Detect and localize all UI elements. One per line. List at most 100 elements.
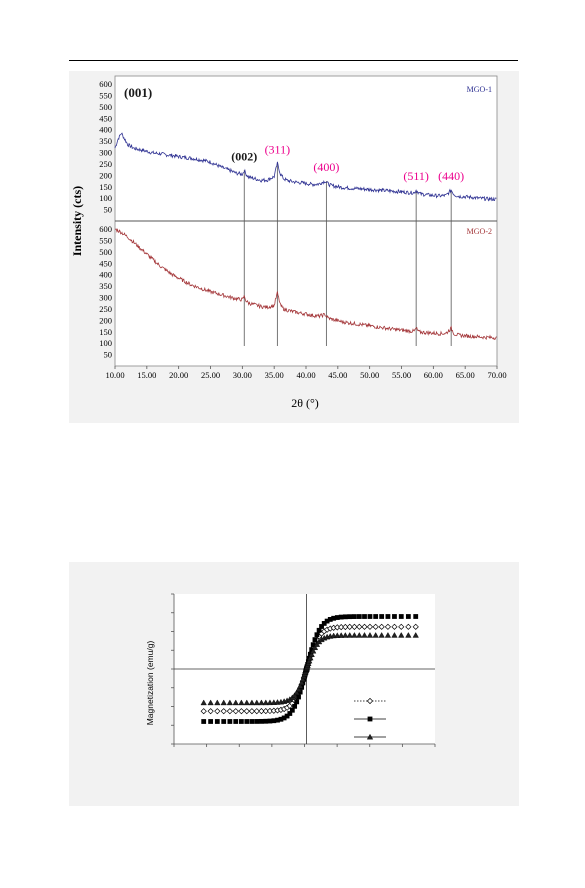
triangle-series-point (243, 699, 250, 706)
mgo-2-y-tick-label: 50 (104, 350, 113, 360)
square-series-point (319, 624, 324, 629)
square-series-point (259, 718, 264, 724)
square-series-point (267, 718, 273, 724)
mgo-2-y-tick-label: 100 (99, 338, 112, 348)
diamond-series-point (207, 708, 214, 715)
x-axis-label: 2θ (°) (291, 396, 319, 410)
square-series-point (379, 614, 385, 619)
magnetization-y-axis-label: Magnetization (emu/g) (145, 641, 155, 726)
reflection-label: (002) (231, 149, 257, 163)
mgo-1-y-tick-label: 450 (99, 113, 112, 123)
diamond-series-point (232, 708, 239, 715)
x-tick-label: 60.00 (424, 370, 443, 380)
mgo-1-y-tick-label: 300 (99, 148, 112, 158)
diamond-series-point (366, 623, 374, 630)
triangle-series-point (226, 699, 234, 706)
diamond-series-point (378, 623, 385, 630)
square-series-point (221, 719, 227, 724)
square-series-point (334, 615, 340, 620)
diamond-series-point (226, 708, 233, 715)
triangle-series-point (266, 699, 274, 706)
square-series-point (214, 719, 220, 724)
square-series-point (227, 719, 233, 724)
triangle-series-point (207, 699, 214, 706)
square-series-point (278, 716, 284, 722)
diamond-series-point (258, 708, 265, 715)
triangle-series-point (232, 699, 239, 706)
diamond-series-point (346, 623, 353, 630)
diamond-series-point (361, 623, 368, 630)
x-tick-label: 55.00 (392, 370, 411, 380)
diamond-series-point (200, 708, 207, 715)
square-series-point (392, 614, 397, 619)
square-series-point (296, 694, 301, 700)
magnetization-chart: Magnetization (emu/g) (145, 593, 436, 747)
mgo-1-y-tick-label: 100 (99, 193, 112, 203)
x-tick-label: 70.00 (487, 370, 506, 380)
triangle-series-point (248, 699, 256, 706)
square-series-point (324, 618, 330, 624)
triangle-series-point (405, 632, 412, 638)
mgo-2-y-tick-label: 500 (99, 247, 112, 257)
triangle-series-point (398, 632, 405, 638)
square-series-point (312, 637, 318, 643)
triangle-series-point (391, 632, 398, 638)
diamond-series-point (253, 708, 260, 715)
triangle-series-point (295, 686, 302, 692)
square-series-point (208, 719, 214, 724)
square-series-point (281, 715, 287, 721)
x-tick-label: 50.00 (360, 370, 379, 380)
square-series-point (385, 614, 391, 619)
triangle-series-point (372, 632, 379, 638)
magnetization-series-3 (200, 632, 419, 706)
triangle-series-point (342, 632, 349, 638)
page-top-rule (69, 60, 518, 61)
square-series-point (373, 614, 379, 619)
diamond-series-point (238, 708, 245, 715)
reflection-label: (440) (438, 169, 464, 183)
square-series-point (362, 614, 367, 619)
x-tick-label: 15.00 (137, 370, 156, 380)
x-tick-label: 65.00 (456, 370, 475, 380)
legend-marker (366, 697, 374, 705)
square-series-point (342, 614, 348, 620)
mgo-2-y-tick-label: 150 (99, 327, 112, 337)
mgo-2-y-tick-label: 450 (99, 258, 112, 268)
series-name-mgo-2: MGO-2 (467, 227, 492, 236)
x-tick-label: 40.00 (296, 370, 315, 380)
triangle-series-point (308, 651, 315, 657)
square-series-point (314, 632, 320, 638)
x-tick-label: 25.00 (201, 370, 220, 380)
diamond-series-point (398, 623, 405, 630)
mgo-1-y-tick-label: 350 (99, 136, 112, 146)
mgo-2-y-tick-label: 550 (99, 235, 112, 245)
diamond-series-point (412, 623, 419, 630)
triangle-series-point (310, 647, 317, 654)
diamond-series-point (338, 624, 345, 631)
diamond-series-point (405, 623, 412, 630)
x-tick-label: 20.00 (169, 370, 188, 380)
square-series-point (405, 614, 411, 619)
mgo-2-y-tick-label: 300 (99, 293, 112, 303)
triangle-series-point (307, 654, 314, 661)
square-series-point (292, 703, 298, 709)
square-series-point (275, 717, 280, 723)
triangle-series-point (291, 692, 298, 698)
mgo-1-y-tick-label: 200 (99, 170, 112, 180)
square-series-point (238, 719, 244, 724)
mgo-2-series-line (114, 228, 497, 341)
square-series-point (249, 719, 255, 724)
triangle-series-point (238, 699, 245, 706)
mgo-1-series-line (114, 132, 497, 202)
diamond-series-point (342, 623, 349, 631)
square-series-point (413, 614, 419, 619)
mgo-2-y-tick-label: 250 (99, 304, 112, 314)
square-series-point (289, 707, 295, 713)
diamond-series-point (248, 708, 256, 715)
x-tick-label: 30.00 (233, 370, 252, 380)
reflection-label: (511) (403, 169, 429, 183)
xrd-chart-panel: 50 100 150 200 250 300 350 400 450 500 550 600 50 10… (69, 71, 519, 423)
triangle-series-point (258, 699, 265, 706)
square-series-point (321, 621, 327, 626)
